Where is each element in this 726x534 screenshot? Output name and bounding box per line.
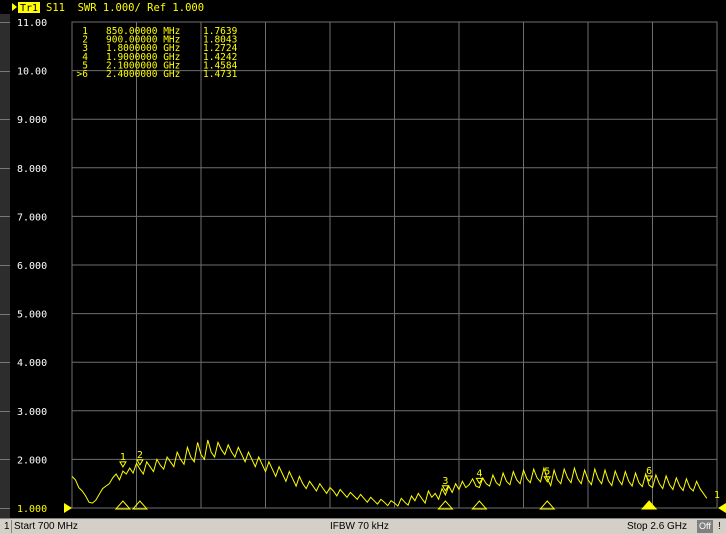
y-tick-label: 4.000 (17, 358, 47, 369)
left-panel-strip (0, 0, 10, 518)
grid (72, 22, 717, 508)
marker-row-frequency: 1.9000000 GHz (106, 52, 180, 63)
channel-number[interactable]: 1 (4, 521, 10, 532)
strip-tick (0, 265, 10, 266)
y-tick-label: 2.000 (17, 455, 47, 466)
stop-frequency[interactable]: Stop 2.6 GHz (627, 521, 688, 532)
strip-tick (0, 70, 10, 72)
y-tick-label: 8.000 (17, 164, 47, 175)
trace-plot: 11.00 10.00 9.000 8.000 7.000 6.000 5.000 4.000… (0, 0, 726, 515)
y-tick-label: 6.000 (17, 261, 47, 272)
y-tick-label: 3.000 (17, 407, 47, 418)
status-separator (11, 520, 12, 533)
marker-label: 4 (476, 468, 482, 479)
marker-row-value: 1.4584 (203, 60, 238, 71)
marker-row-number: 5 (82, 60, 88, 71)
marker-axis-arrow-icon[interactable] (539, 500, 556, 510)
trace-badge[interactable]: Tr1 (20, 3, 38, 14)
marker-row-frequency: 1.8000000 GHz (106, 43, 180, 54)
marker-row-value: 1.2724 (203, 43, 238, 54)
y-tick-label: 9.000 (17, 115, 47, 126)
marker-row-frequency: 900.00000 MHz (106, 35, 180, 46)
ifbw-value[interactable]: IFBW 70 kHz (330, 521, 389, 532)
trace-line (71, 439, 708, 507)
marker-row-number: 3 (82, 43, 88, 54)
marker-label: 6 (646, 466, 652, 477)
marker-row-value: 1.4242 (203, 52, 237, 63)
marker-label: 2 (137, 450, 143, 461)
marker-label: 5 (544, 467, 550, 478)
off-indicator[interactable]: Off (697, 520, 713, 533)
marker-row-value: 1.7639 (203, 26, 238, 37)
marker-point[interactable] (136, 459, 144, 466)
marker-row-value: 1.4731 (203, 69, 238, 80)
start-frequency[interactable]: Start 700 MHz (14, 521, 78, 532)
strip-tick (0, 410, 10, 412)
marker-axis-arrow-icon[interactable] (437, 500, 454, 510)
marker-axis-arrow-icon[interactable] (131, 500, 148, 510)
marker-row-number: 2 (82, 35, 88, 46)
strip-tick (0, 313, 10, 315)
y-tick-label: 11.00 (17, 18, 47, 29)
marker-label: 1 (120, 452, 126, 463)
marker-row-number: 4 (82, 52, 88, 63)
marker-row-frequency: 2.1000000 GHz (106, 60, 180, 71)
marker-row-frequency: 2.4000000 GHz (106, 69, 180, 80)
strip-tick (0, 362, 10, 364)
trace-badge-bg[interactable] (18, 2, 40, 13)
strip-tick (0, 22, 10, 23)
marker-axis-arrow-icon[interactable] (114, 500, 132, 510)
marker-point[interactable] (645, 475, 653, 482)
strip-tick (0, 167, 10, 169)
header-bar (0, 0, 726, 14)
status-bar: 1 Start 700 MHz IFBW 70 kHz Stop 2.6 GHz… (0, 518, 726, 534)
y-tick-label: 5.000 (17, 310, 47, 321)
marker-point[interactable] (543, 476, 552, 483)
y-tick-label: 1.000 (17, 504, 47, 515)
y-tick-label: 7.000 (17, 212, 47, 223)
marker-row-number: >6 (77, 69, 89, 80)
marker-row-number: 1 (82, 26, 88, 37)
trace-info: S11 SWR 1.000/ Ref 1.000 (46, 2, 204, 14)
marker-axis-arrow-icon[interactable] (471, 500, 488, 510)
marker-row-frequency: 850.00000 MHz (106, 26, 180, 37)
marker-point[interactable] (441, 485, 450, 492)
ref-level-right-arrow-icon[interactable] (718, 503, 726, 513)
y-tick-label: 10.00 (17, 67, 47, 78)
marker-row-value: 1.8043 (203, 35, 237, 46)
marker-layer: 1 2 3 4 5 6 (114, 450, 658, 510)
strip-tick (0, 459, 10, 461)
strip-tick (0, 216, 10, 218)
marker-table: 1 850.00000 MHz 1.7639 2 900.00000 MHz 1.8043… (77, 26, 238, 80)
marker-point[interactable] (475, 477, 484, 485)
marker-label: 3 (442, 476, 448, 487)
y-axis-labels: 11.00 10.00 9.000 8.000 7.000 6.000 5.000 4.000… (17, 18, 47, 515)
status-mark: ! (718, 521, 721, 532)
marker-point[interactable] (119, 461, 127, 468)
active-trace-arrow-icon[interactable] (12, 3, 17, 11)
marker-axis-arrow-icon[interactable] (641, 500, 658, 510)
ref-marker-label: 1 (714, 490, 720, 501)
ref-level-arrow-icon[interactable] (64, 503, 72, 513)
strip-tick (0, 508, 10, 509)
strip-tick (0, 119, 10, 121)
